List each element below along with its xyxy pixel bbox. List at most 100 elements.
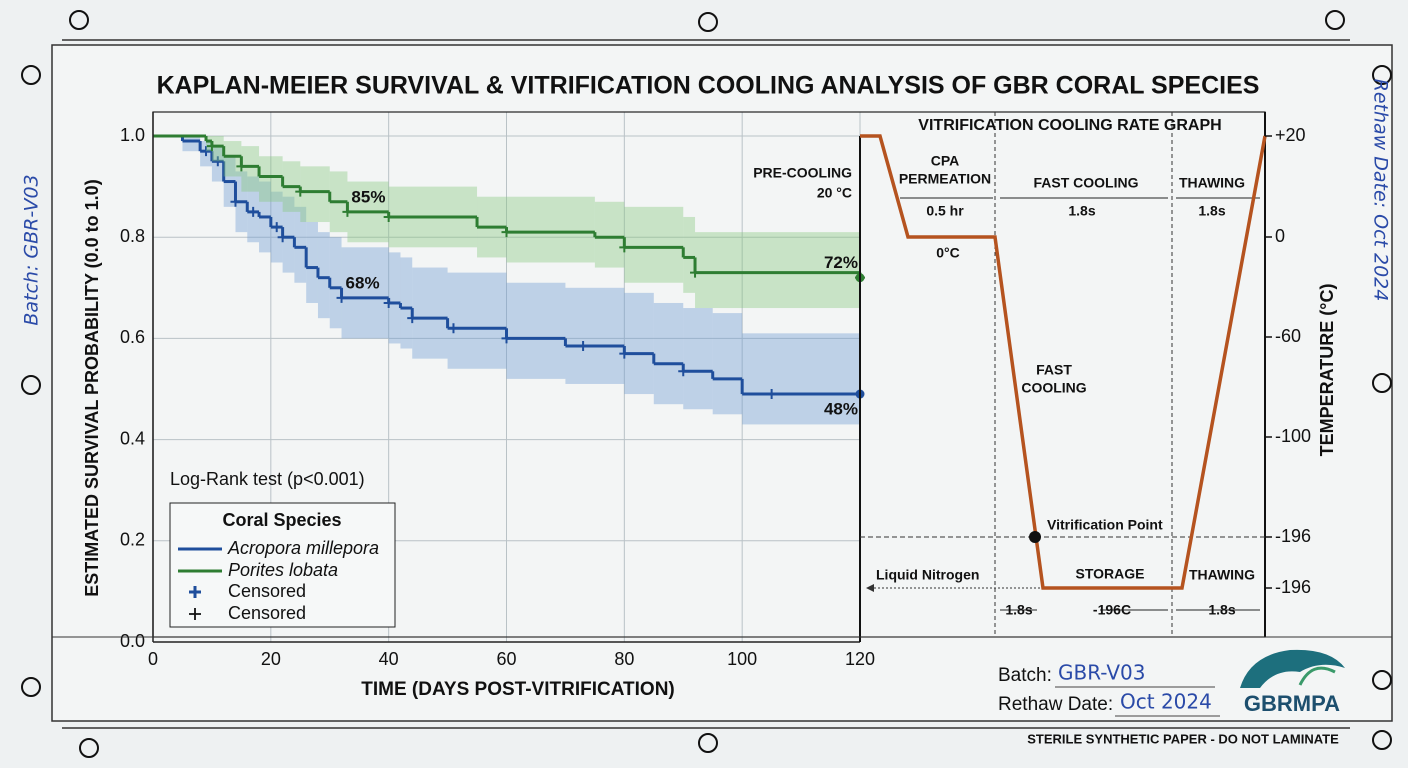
confidence-band: [206, 136, 212, 152]
censored-marker: [766, 389, 777, 400]
confidence-band: [341, 247, 389, 339]
confidence-band: [306, 222, 318, 303]
margin-batch: Batch: GBR-V03: [21, 174, 43, 325]
cooling-label: 0.5 hr: [926, 203, 964, 219]
legend-title: Coral Species: [222, 510, 341, 530]
y2-tick-label: -196: [1275, 577, 1311, 597]
cooling-label: CPA: [931, 153, 960, 169]
censored-marker: [678, 366, 689, 377]
confidence-band: [388, 252, 401, 344]
censored-marker: [336, 292, 347, 303]
censored-marker: [206, 141, 217, 152]
censored-marker: [277, 232, 288, 243]
censored-marker: [248, 206, 259, 217]
censored-marker: [448, 323, 459, 334]
cooling-label: THAWING: [1189, 567, 1255, 583]
censored-marker: [295, 186, 306, 197]
confidence-band: [742, 333, 860, 425]
margin-rethaw: Rethaw Date: Oct 2024: [1370, 79, 1392, 302]
confidence-band: [211, 136, 224, 162]
vitrification-point-marker: [1029, 531, 1041, 543]
legend-label: Censored: [228, 581, 306, 601]
batch-value: GBR-V03: [1058, 661, 1145, 685]
duration-arrows: [900, 197, 1260, 611]
confidence-band: [565, 287, 625, 384]
x-tick-label: 60: [496, 649, 516, 669]
cooling-label: FAST: [1036, 362, 1072, 378]
confidence-band: [506, 282, 566, 379]
x-tick-label: 20: [261, 649, 281, 669]
censored-marker: [619, 348, 630, 359]
legend-label: Censored: [228, 603, 306, 623]
arrow-head: [866, 584, 874, 592]
censored-marker: [383, 211, 394, 222]
confidence-band: [300, 166, 330, 223]
confidence-band: [653, 302, 684, 405]
censored-marker: [230, 196, 241, 207]
y-tick-label: 0.4: [120, 428, 145, 448]
rethaw-value: Oct 2024: [1120, 690, 1212, 714]
y2-tick-label: -100: [1275, 426, 1311, 446]
y-tick-label: 1.0: [120, 125, 145, 145]
y2-tick-label: +20: [1275, 125, 1306, 145]
confidence-band: [683, 216, 696, 293]
cooling-label: 1.8s: [1198, 203, 1225, 219]
value-label: 68%: [346, 273, 380, 292]
censored-marker: [407, 313, 418, 324]
confidence-band: [695, 232, 860, 309]
y2-tick-label: -196: [1275, 526, 1311, 546]
confidence-band: [683, 308, 713, 410]
confidence-band: [624, 292, 654, 395]
logo-text: GBRMPA: [1244, 691, 1340, 716]
y2-tick-label: -60: [1275, 326, 1301, 346]
y-tick-label: 0.6: [120, 327, 145, 347]
annotation: Log-Rank test (p<0.001): [170, 469, 365, 489]
x-tick-label: 120: [845, 649, 875, 669]
cooling-label: PRE-COOLING: [753, 165, 852, 181]
cooling-label: -196C: [1093, 602, 1131, 618]
y-tick-label: 0.0: [120, 631, 145, 651]
legend-censored-marker: [189, 608, 201, 620]
cooling-label: FAST COOLING: [1034, 175, 1139, 191]
confidence-band: [712, 313, 743, 415]
km-chart: 0.0 0.2 0.4 0.6 0.8 1.0 0 20 40 60 80 100 120 68% 48% 8…: [120, 112, 875, 669]
confidence-band: [624, 206, 684, 283]
legend-censored-marker: [189, 586, 201, 598]
cooling-label: COOLING: [1021, 380, 1086, 396]
confidence-band: [317, 232, 330, 319]
censored-marker: [271, 222, 282, 233]
censored-marker: [578, 340, 589, 351]
footer-label: Rethaw Date:: [998, 694, 1113, 715]
y-tick-label: 0.2: [120, 530, 145, 550]
censored-marker: [501, 333, 512, 344]
cooling-label: THAWING: [1179, 175, 1245, 191]
censored-marker: [212, 156, 223, 167]
confidence-band: [282, 196, 295, 273]
confidence-band: [294, 206, 307, 283]
cooling-label: 0°C: [936, 245, 960, 261]
x-tick-label: 0: [148, 649, 158, 669]
cooling-ticks: +20 0 -60 -100 -196 -196: [1265, 125, 1311, 597]
cooling-label: 1.8s: [1005, 602, 1032, 618]
confidence-band: [400, 257, 413, 349]
value-label: 48%: [824, 400, 858, 419]
cooling-label: 1.8s: [1068, 203, 1095, 219]
censored-marker: [619, 242, 630, 253]
cooling-label: 1.8s: [1208, 602, 1235, 618]
cooling-graph: VITRIFICATION COOLING RATE GRAPH PRE-COO…: [753, 112, 1337, 642]
confidence-band: [594, 201, 625, 268]
legend-label: Porites lobata: [228, 560, 338, 580]
y2-axis-label: TEMPERATURE (°C): [1317, 284, 1337, 457]
cooling-label: PERMEATION: [899, 171, 991, 187]
cooling-label: Liquid Nitrogen: [876, 567, 979, 583]
confidence-band: [329, 237, 342, 329]
legend-label: Acropora millepora: [227, 538, 379, 558]
footer-label: Batch:: [998, 665, 1052, 686]
legend-box: [169, 502, 396, 628]
logo-mark: [1298, 666, 1336, 686]
x-tick-label: 80: [614, 649, 634, 669]
censored-marker: [236, 161, 247, 172]
confidence-band: [223, 141, 242, 177]
value-label: 85%: [351, 187, 385, 206]
